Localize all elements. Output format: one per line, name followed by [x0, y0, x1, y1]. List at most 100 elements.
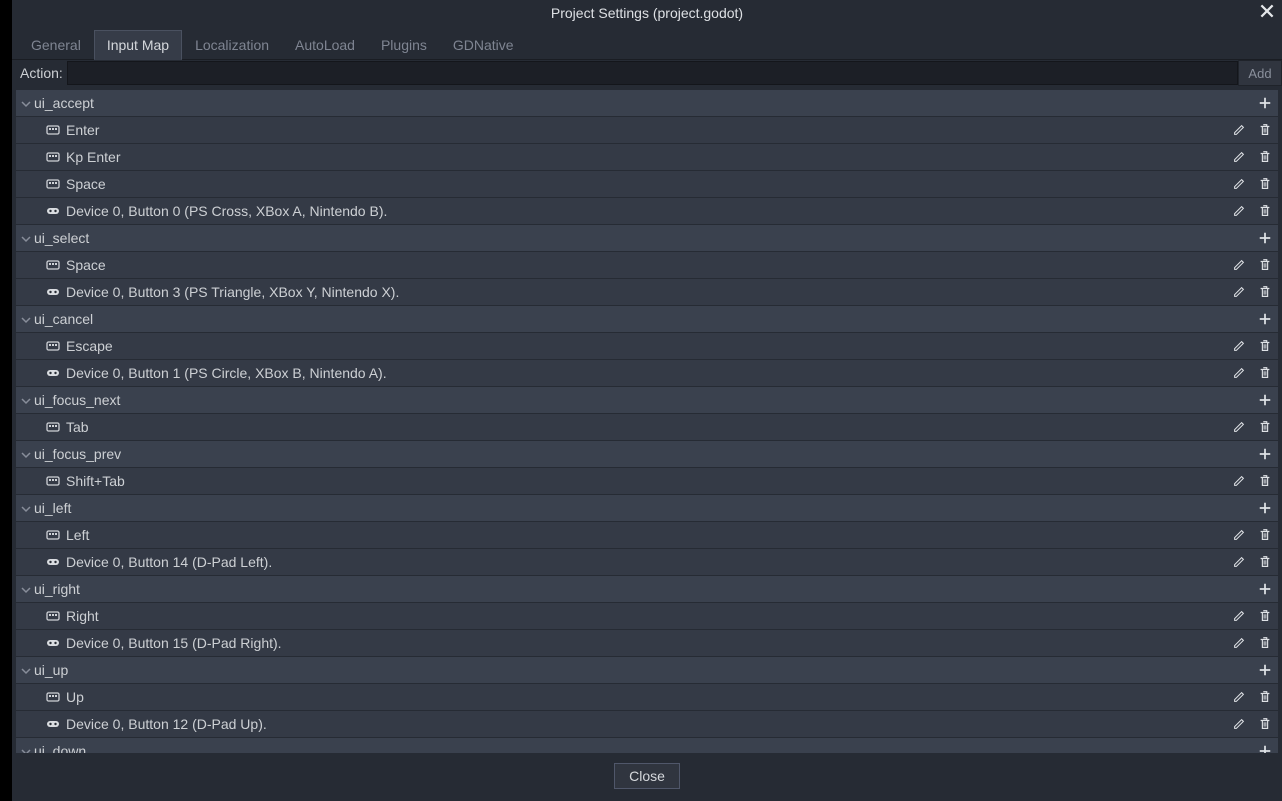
action-name-label: ui_down — [34, 743, 1252, 753]
add-binding-button[interactable] — [1252, 387, 1278, 413]
edit-binding-button[interactable] — [1226, 144, 1252, 170]
edit-binding-button[interactable] — [1226, 468, 1252, 494]
chevron-down-icon — [20, 502, 32, 514]
titlebar: Project Settings (project.godot) — [12, 0, 1282, 26]
edit-binding-button[interactable] — [1226, 198, 1252, 224]
binding-row[interactable]: Device 0, Button 1 (PS Circle, XBox B, N… — [16, 360, 1278, 386]
chevron-down-icon — [20, 97, 32, 109]
action-header[interactable]: ui_accept — [16, 90, 1278, 116]
delete-binding-button[interactable] — [1252, 333, 1278, 359]
action-header[interactable]: ui_focus_next — [16, 387, 1278, 413]
binding-label: Device 0, Button 14 (D-Pad Left). — [66, 554, 1226, 570]
action-header[interactable]: ui_focus_prev — [16, 441, 1278, 467]
joypad-icon — [46, 717, 60, 731]
add-binding-button[interactable] — [1252, 495, 1278, 521]
chevron-down-icon — [20, 394, 32, 406]
delete-binding-button[interactable] — [1252, 630, 1278, 656]
delete-binding-button[interactable] — [1252, 360, 1278, 386]
keyboard-icon — [46, 150, 60, 164]
binding-row[interactable]: Tab — [16, 414, 1278, 440]
delete-binding-button[interactable] — [1252, 522, 1278, 548]
binding-row[interactable]: Device 0, Button 15 (D-Pad Right). — [16, 630, 1278, 656]
edit-binding-button[interactable] — [1226, 252, 1252, 278]
action-header[interactable]: ui_select — [16, 225, 1278, 251]
tab-autoload[interactable]: AutoLoad — [282, 30, 368, 59]
delete-binding-button[interactable] — [1252, 414, 1278, 440]
delete-binding-button[interactable] — [1252, 468, 1278, 494]
binding-label: Left — [66, 527, 1226, 543]
binding-row[interactable]: Enter — [16, 117, 1278, 143]
add-binding-button[interactable] — [1252, 225, 1278, 251]
binding-row[interactable]: Device 0, Button 3 (PS Triangle, XBox Y,… — [16, 279, 1278, 305]
binding-row[interactable]: Left — [16, 522, 1278, 548]
keyboard-icon — [46, 690, 60, 704]
binding-label: Right — [66, 608, 1226, 624]
binding-row[interactable]: Device 0, Button 14 (D-Pad Left). — [16, 549, 1278, 575]
chevron-down-icon — [20, 745, 32, 753]
tab-gdnative[interactable]: GDNative — [440, 30, 527, 59]
chevron-down-icon — [20, 583, 32, 595]
action-header[interactable]: ui_left — [16, 495, 1278, 521]
delete-binding-button[interactable] — [1252, 603, 1278, 629]
action-name-input[interactable] — [67, 61, 1238, 85]
action-header[interactable]: ui_up — [16, 657, 1278, 683]
delete-binding-button[interactable] — [1252, 279, 1278, 305]
add-binding-button[interactable] — [1252, 306, 1278, 332]
window-close-button[interactable] — [1258, 2, 1276, 20]
binding-row[interactable]: Right — [16, 603, 1278, 629]
delete-binding-button[interactable] — [1252, 117, 1278, 143]
edit-binding-button[interactable] — [1226, 117, 1252, 143]
add-binding-button[interactable] — [1252, 738, 1278, 753]
binding-row[interactable]: Space — [16, 171, 1278, 197]
tab-general[interactable]: General — [18, 30, 94, 59]
input-map-tree[interactable]: ui_acceptEnterKp EnterSpaceDevice 0, But… — [12, 86, 1282, 753]
binding-label: Kp Enter — [66, 149, 1226, 165]
add-binding-button[interactable] — [1252, 657, 1278, 683]
binding-row[interactable]: Space — [16, 252, 1278, 278]
keyboard-icon — [46, 123, 60, 137]
keyboard-icon — [46, 258, 60, 272]
edit-binding-button[interactable] — [1226, 684, 1252, 710]
edit-binding-button[interactable] — [1226, 549, 1252, 575]
edit-binding-button[interactable] — [1226, 414, 1252, 440]
add-binding-button[interactable] — [1252, 441, 1278, 467]
edit-binding-button[interactable] — [1226, 711, 1252, 737]
delete-binding-button[interactable] — [1252, 711, 1278, 737]
add-binding-button[interactable] — [1252, 90, 1278, 116]
binding-row[interactable]: Kp Enter — [16, 144, 1278, 170]
add-action-button[interactable]: Add — [1238, 60, 1282, 86]
delete-binding-button[interactable] — [1252, 252, 1278, 278]
action-header[interactable]: ui_down — [16, 738, 1278, 753]
close-button[interactable]: Close — [614, 763, 680, 789]
binding-row[interactable]: Device 0, Button 0 (PS Cross, XBox A, Ni… — [16, 198, 1278, 224]
tab-localization[interactable]: Localization — [182, 30, 282, 59]
action-header[interactable]: ui_right — [16, 576, 1278, 602]
binding-row[interactable]: Shift+Tab — [16, 468, 1278, 494]
action-input-row: Action: Add — [12, 60, 1282, 86]
keyboard-icon — [46, 609, 60, 623]
delete-binding-button[interactable] — [1252, 144, 1278, 170]
action-header[interactable]: ui_cancel — [16, 306, 1278, 332]
binding-label: Up — [66, 689, 1226, 705]
edit-binding-button[interactable] — [1226, 171, 1252, 197]
add-binding-button[interactable] — [1252, 576, 1278, 602]
delete-binding-button[interactable] — [1252, 171, 1278, 197]
binding-row[interactable]: Device 0, Button 12 (D-Pad Up). — [16, 711, 1278, 737]
keyboard-icon — [46, 420, 60, 434]
edit-binding-button[interactable] — [1226, 522, 1252, 548]
edit-binding-button[interactable] — [1226, 360, 1252, 386]
action-name-label: ui_focus_prev — [34, 446, 1252, 462]
delete-binding-button[interactable] — [1252, 198, 1278, 224]
delete-binding-button[interactable] — [1252, 549, 1278, 575]
edit-binding-button[interactable] — [1226, 603, 1252, 629]
edit-binding-button[interactable] — [1226, 333, 1252, 359]
binding-row[interactable]: Up — [16, 684, 1278, 710]
joypad-icon — [46, 636, 60, 650]
delete-binding-button[interactable] — [1252, 684, 1278, 710]
binding-row[interactable]: Escape — [16, 333, 1278, 359]
dialog-footer: Close — [12, 753, 1282, 801]
tab-plugins[interactable]: Plugins — [368, 30, 440, 59]
edit-binding-button[interactable] — [1226, 279, 1252, 305]
edit-binding-button[interactable] — [1226, 630, 1252, 656]
tab-input-map[interactable]: Input Map — [94, 30, 182, 60]
